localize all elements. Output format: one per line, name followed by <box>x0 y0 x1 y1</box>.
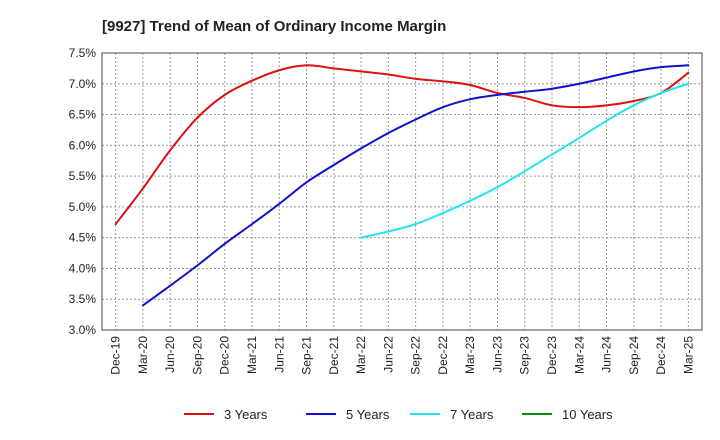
x-tick-label: Sep-24 <box>627 336 641 375</box>
axes: 3.0% 3.5% 4.0% 4.5% 5.0% 5.5% 6.0% 6.5% 7.0% 7.5%… <box>69 46 703 375</box>
x-tick-label: Sep-23 <box>518 336 532 375</box>
x-tick-label: Dec-24 <box>654 336 668 375</box>
x-tick-label: Dec-20 <box>218 336 232 375</box>
x-tick-label: Mar-20 <box>136 336 150 374</box>
y-tick-label: 4.0% <box>69 261 97 275</box>
x-tick-label: Dec-19 <box>109 336 123 375</box>
legend-label: 7 Years <box>450 407 494 422</box>
x-tick-label: Jun-20 <box>163 336 177 373</box>
x-tick-label: Sep-22 <box>409 336 423 375</box>
series-line-5-years <box>141 64 690 307</box>
series-layer <box>114 64 690 307</box>
y-tick-label: 6.5% <box>69 108 97 122</box>
x-tick-label: Mar-25 <box>681 336 695 374</box>
y-tick-label: 7.0% <box>69 77 97 91</box>
x-tick-label: Mar-22 <box>354 336 368 374</box>
x-tick-label: Jun-21 <box>272 336 286 373</box>
plot-frame <box>101 52 703 331</box>
x-tick-label: Dec-23 <box>545 336 559 375</box>
y-tick-label: 6.0% <box>69 138 97 152</box>
x-tick-label: Dec-21 <box>327 336 341 375</box>
y-tick-label: 7.5% <box>69 46 97 60</box>
x-tick-label: Jun-22 <box>381 336 395 373</box>
legend-label: 10 Years <box>562 407 613 422</box>
y-tick-label: 5.5% <box>69 169 97 183</box>
chart-title: [9927] Trend of Mean of Ordinary Income … <box>102 18 446 35</box>
x-tick-label: Mar-23 <box>463 336 477 374</box>
y-tick-label: 3.0% <box>69 323 97 337</box>
x-tick-label: Sep-20 <box>190 336 204 375</box>
y-tick-label: 5.0% <box>69 200 97 214</box>
x-tick-label: Mar-24 <box>572 336 586 374</box>
x-tick-label: Dec-22 <box>436 336 450 375</box>
grid <box>102 53 702 330</box>
legend-label: 3 Years <box>224 407 268 422</box>
x-tick-label: Jun-23 <box>490 336 504 373</box>
y-tick-label: 3.5% <box>69 292 97 306</box>
series-line-3-years <box>114 64 690 226</box>
x-tick-label: Mar-21 <box>245 336 259 374</box>
x-tick-label: Sep-21 <box>300 336 314 375</box>
series-line-7-years <box>360 82 690 239</box>
legend-label: 5 Years <box>346 407 390 422</box>
x-tick-label: Jun-24 <box>600 336 614 373</box>
legend: 3 Years 5 Years 7 Years 10 Years <box>184 407 613 422</box>
y-tick-label: 4.5% <box>69 231 97 245</box>
